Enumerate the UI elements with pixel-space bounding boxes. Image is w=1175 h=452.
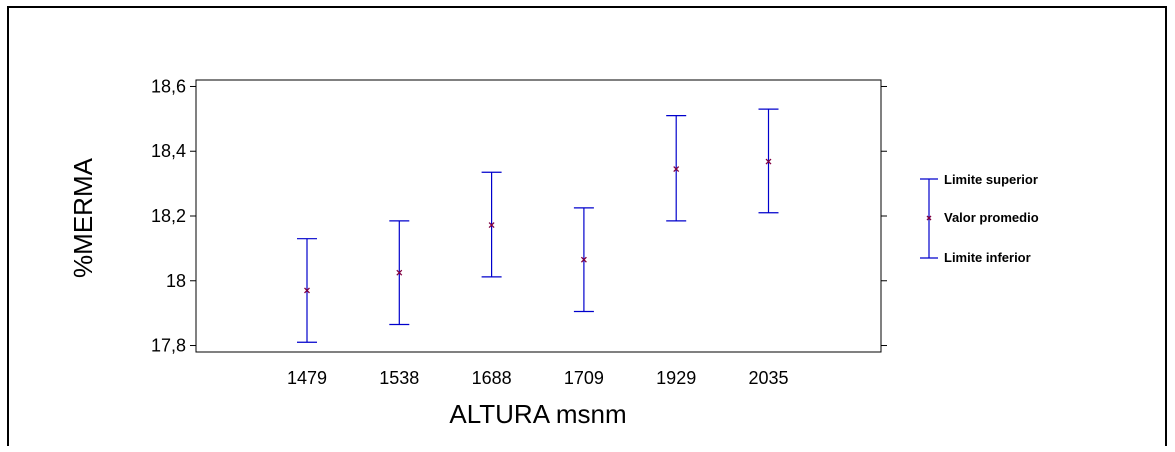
y-tick-label: 18,2 <box>151 206 186 226</box>
legend-mean-marker <box>926 215 932 221</box>
y-tick-label: 18 <box>166 271 186 291</box>
interval-1538 <box>389 220 410 326</box>
interval-1479 <box>297 238 317 343</box>
y-axis-title: %MERMA <box>68 157 98 278</box>
y-tick-label: 18,6 <box>151 76 186 96</box>
x-tick-label: 2035 <box>748 368 788 388</box>
legend: Limite superior Valor promedio Limite in… <box>920 172 1039 265</box>
legend-label-lower: Limite inferior <box>944 250 1031 265</box>
x-axis-title: ALTURA msnm <box>449 399 626 429</box>
x-tick-label: 1538 <box>379 368 419 388</box>
mean-marker <box>580 256 587 263</box>
mean-marker <box>396 269 403 276</box>
interval-1709 <box>573 207 594 313</box>
x-tick-label: 1929 <box>656 368 696 388</box>
chart-frame <box>7 6 1167 446</box>
interval-1929 <box>666 115 687 222</box>
mean-marker <box>304 287 310 294</box>
y-tick-label: 18,4 <box>151 141 186 161</box>
interval-1688 <box>481 171 502 278</box>
legend-label-upper: Limite superior <box>944 172 1038 187</box>
interval-2035 <box>758 108 779 214</box>
mean-marker <box>488 222 495 229</box>
y-tick-label: 17,8 <box>151 336 186 356</box>
x-tick-label: 1688 <box>472 368 512 388</box>
legend-label-mean: Valor promedio <box>944 210 1039 225</box>
plot-area <box>195 79 882 353</box>
mean-marker <box>765 158 772 165</box>
mean-marker <box>673 166 680 173</box>
x-tick-label: 1709 <box>564 368 604 388</box>
x-tick-label: 1479 <box>287 368 327 388</box>
